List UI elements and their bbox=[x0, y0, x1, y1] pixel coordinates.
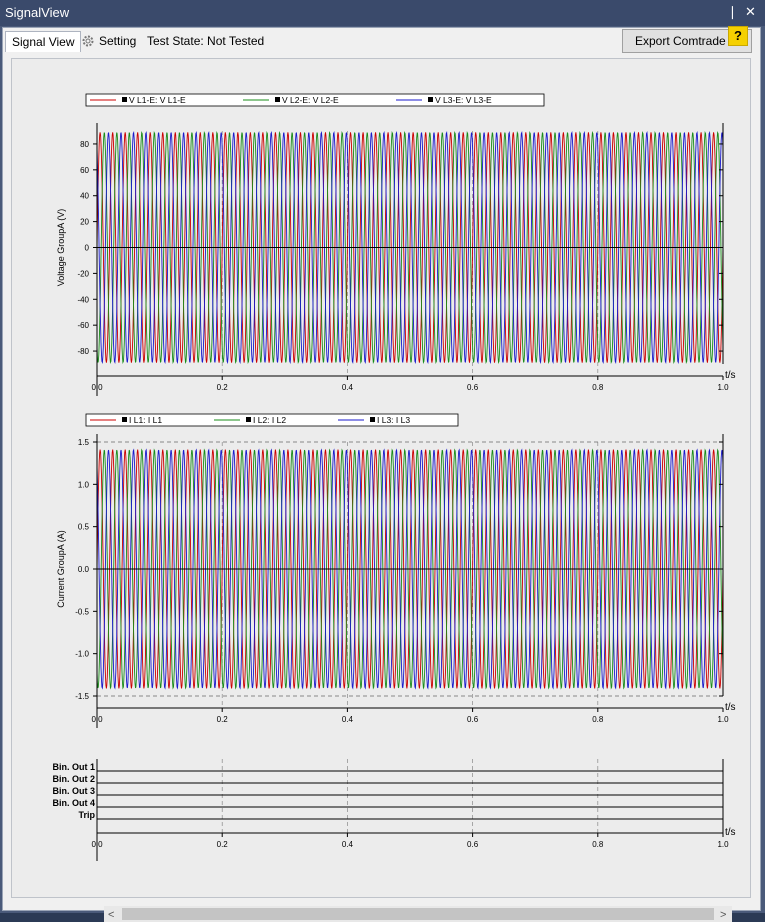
y-tick-label: 60 bbox=[80, 166, 89, 175]
tab-setting-label: Setting bbox=[99, 34, 137, 48]
channel-label: Bin. Out 1 bbox=[53, 762, 96, 772]
y-tick-label: -40 bbox=[77, 295, 89, 304]
x-tick-label: 1.0 bbox=[717, 840, 729, 849]
x-tick-label: 0.8 bbox=[592, 840, 604, 849]
x-tick-label: 0.4 bbox=[342, 383, 354, 392]
legend-marker bbox=[246, 417, 251, 422]
legend-marker bbox=[428, 97, 433, 102]
y-tick-label: 0.5 bbox=[78, 523, 90, 532]
y-axis-label: Current GroupA (A) bbox=[56, 530, 66, 608]
tab-signal-view-label: Signal View bbox=[12, 35, 75, 49]
x-axis-label: t/s bbox=[725, 702, 736, 713]
binary-plot bbox=[96, 759, 724, 861]
y-tick-label: -1.0 bbox=[75, 650, 89, 659]
scroll-left-icon[interactable]: < bbox=[108, 909, 114, 921]
legend-label-3: V L3-E: V L3-E bbox=[435, 95, 492, 105]
y-tick-label: -80 bbox=[77, 347, 89, 356]
y-tick-label: -0.5 bbox=[75, 607, 89, 616]
x-tick-label: 1.0 bbox=[717, 383, 729, 392]
legend-marker bbox=[275, 97, 280, 102]
tab-bar: Signal View Setting Test State: Not Test… bbox=[3, 26, 760, 54]
x-tick-label: 0.0 bbox=[91, 383, 103, 392]
x-tick-label: 0.0 bbox=[91, 840, 103, 849]
horizontal-scrollbar[interactable]: < > bbox=[104, 906, 732, 922]
y-tick-label: 1.5 bbox=[78, 438, 90, 447]
y-tick-label: 0.0 bbox=[78, 565, 90, 574]
scrollbar-thumb[interactable] bbox=[122, 908, 714, 920]
chart-area: 80 60 40 20 0 -20 -40 -60 -80 0.0 0.2 0.4 0.6 0.8 1.0 t… bbox=[11, 58, 751, 922]
x-tick-label: 0.8 bbox=[592, 383, 604, 392]
legend-marker bbox=[122, 97, 127, 102]
gear-icon bbox=[82, 35, 94, 47]
window-title: SignalView bbox=[5, 5, 70, 20]
legend-label-1: I L1: I L1 bbox=[129, 415, 162, 425]
y-tick-label: -60 bbox=[77, 321, 89, 330]
legend-label-1: V L1-E: V L1-E bbox=[129, 95, 186, 105]
channel-label: Bin. Out 2 bbox=[53, 774, 96, 784]
x-tick-label: 0.4 bbox=[342, 840, 354, 849]
y-tick-label: -20 bbox=[77, 269, 89, 278]
channel-label: Bin. Out 4 bbox=[53, 798, 96, 808]
plot-0 bbox=[85, 93, 724, 396]
title-bar: SignalView ❘ ✕ bbox=[0, 0, 765, 26]
tab-setting[interactable]: Setting bbox=[75, 31, 142, 51]
plot-1 bbox=[85, 413, 724, 728]
channel-label: Trip bbox=[78, 810, 95, 820]
x-tick-label: 1.0 bbox=[717, 715, 729, 724]
x-tick-label: 0.8 bbox=[592, 715, 604, 724]
y-tick-label: 80 bbox=[80, 140, 89, 149]
close-icon[interactable]: ✕ bbox=[745, 4, 756, 19]
test-state-label: Test State: Not Tested bbox=[147, 34, 265, 48]
x-tick-label: 0.6 bbox=[467, 715, 479, 724]
y-tick-label: -1.5 bbox=[75, 692, 89, 701]
y-tick-label: 40 bbox=[80, 192, 89, 201]
signal-charts: 80 60 40 20 0 -20 -40 -60 -80 0.0 0.2 0.4 0.6 0.8 1.0 t… bbox=[53, 93, 736, 861]
legend-label-2: I L2: I L2 bbox=[253, 415, 286, 425]
x-tick-label: 0.2 bbox=[217, 840, 229, 849]
legend-label-3: I L3: I L3 bbox=[377, 415, 410, 425]
pin-icon[interactable]: ❘ bbox=[727, 4, 738, 19]
x-tick-label: 0.6 bbox=[467, 840, 479, 849]
x-axis-label: t/s bbox=[725, 827, 736, 838]
x-tick-label: 0.2 bbox=[217, 383, 229, 392]
tab-signal-view[interactable]: Signal View bbox=[5, 31, 82, 52]
help-icon[interactable]: ? bbox=[728, 26, 748, 46]
legend-marker bbox=[370, 417, 375, 422]
legend-marker bbox=[122, 417, 127, 422]
y-axis-label: Voltage GroupA (V) bbox=[56, 209, 66, 287]
scroll-right-icon[interactable]: > bbox=[720, 909, 726, 921]
y-tick-label: 20 bbox=[80, 218, 89, 227]
x-tick-label: 0.4 bbox=[342, 715, 354, 724]
x-axis-label: t/s bbox=[725, 370, 736, 381]
channel-label: Bin. Out 3 bbox=[53, 786, 96, 796]
signal-panel: Signal View Setting Test State: Not Test… bbox=[2, 26, 761, 922]
x-tick-label: 0.2 bbox=[217, 715, 229, 724]
legend-label-2: V L2-E: V L2-E bbox=[282, 95, 339, 105]
x-tick-label: 0.0 bbox=[91, 715, 103, 724]
y-tick-label: 1.0 bbox=[78, 480, 90, 489]
legend-box bbox=[85, 413, 459, 427]
x-tick-label: 0.6 bbox=[467, 383, 479, 392]
y-tick-label: 0 bbox=[85, 244, 90, 253]
